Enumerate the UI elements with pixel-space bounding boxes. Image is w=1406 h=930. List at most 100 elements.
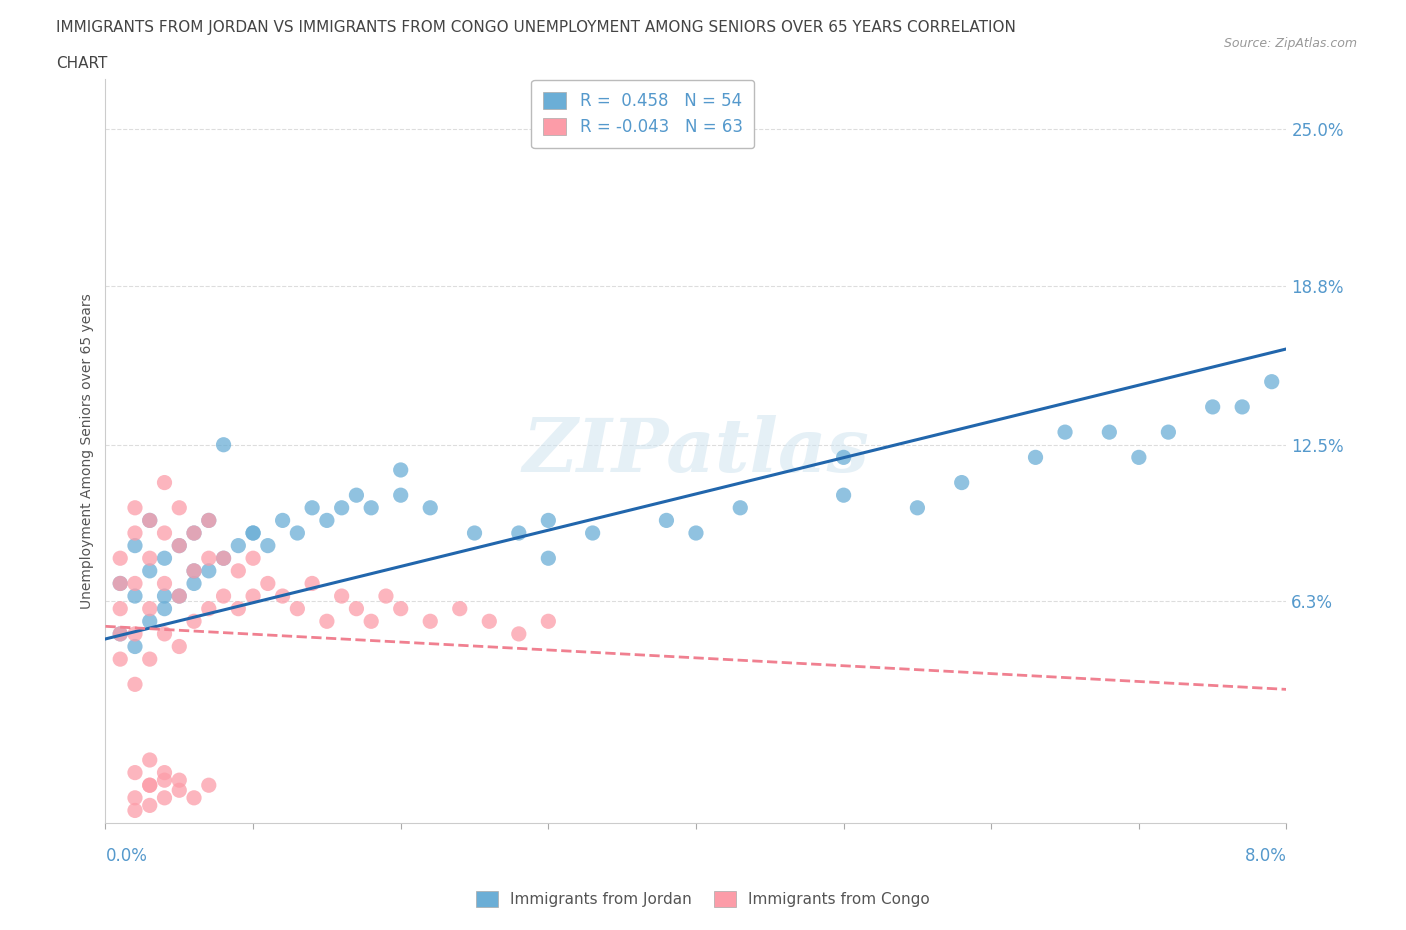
Point [508, 627, 530, 642]
Text: 0.0%: 0.0% [105, 847, 148, 865]
Point [138, 564, 162, 578]
Point [124, 576, 146, 591]
Point [153, 551, 176, 565]
Legend: R =  0.458   N = 54, R = -0.043   N = 63: R = 0.458 N = 54, R = -0.043 N = 63 [531, 80, 755, 148]
Point [212, 551, 235, 565]
Point [344, 601, 367, 616]
Point [287, 525, 309, 540]
Point [330, 589, 353, 604]
Point [226, 601, 250, 616]
Point [950, 475, 973, 490]
Point [537, 551, 560, 565]
Point [110, 627, 132, 642]
Point [226, 564, 250, 578]
Point [1054, 425, 1077, 440]
Point [183, 614, 205, 629]
Point [138, 798, 162, 813]
Point [1230, 400, 1253, 415]
Point [169, 500, 191, 515]
Point [389, 462, 412, 477]
Point [169, 538, 191, 553]
Point [360, 500, 382, 515]
Point [138, 551, 162, 565]
Point [242, 525, 264, 540]
Point [153, 589, 176, 604]
Point [197, 513, 219, 528]
Point [360, 614, 382, 629]
Point [124, 500, 146, 515]
Point [124, 639, 146, 654]
Text: CHART: CHART [56, 56, 108, 71]
Point [1024, 450, 1046, 465]
Point [183, 525, 205, 540]
Point [124, 627, 146, 642]
Point [110, 576, 132, 591]
Point [389, 487, 412, 502]
Point [124, 765, 146, 780]
Point [197, 513, 219, 528]
Text: 8.0%: 8.0% [1244, 847, 1286, 865]
Point [301, 576, 323, 591]
Point [110, 627, 132, 642]
Point [110, 652, 132, 667]
Point [449, 601, 471, 616]
Point [169, 783, 191, 798]
Point [287, 601, 309, 616]
Point [905, 500, 928, 515]
Point [110, 601, 132, 616]
Point [153, 765, 176, 780]
Point [153, 790, 176, 805]
Point [153, 525, 176, 540]
Point [153, 576, 176, 591]
Text: Source: ZipAtlas.com: Source: ZipAtlas.com [1223, 37, 1357, 50]
Point [271, 513, 294, 528]
Point [124, 677, 146, 692]
Point [1098, 425, 1121, 440]
Point [124, 803, 146, 817]
Point [1201, 400, 1223, 415]
Point [315, 513, 337, 528]
Point [153, 475, 176, 490]
Point [183, 576, 205, 591]
Point [581, 525, 603, 540]
Point [537, 513, 560, 528]
Point [138, 614, 162, 629]
Point [197, 777, 219, 792]
Point [124, 538, 146, 553]
Point [169, 589, 191, 604]
Point [212, 437, 235, 452]
Point [419, 500, 441, 515]
Point [197, 551, 219, 565]
Point [212, 589, 235, 604]
Point [124, 525, 146, 540]
Point [242, 551, 264, 565]
Point [1157, 425, 1180, 440]
Point [138, 652, 162, 667]
Point [832, 487, 855, 502]
Point [301, 500, 323, 515]
Point [169, 639, 191, 654]
Point [537, 614, 560, 629]
Point [153, 627, 176, 642]
Point [183, 790, 205, 805]
Point [183, 525, 205, 540]
Point [832, 450, 855, 465]
Text: ZIPatlas: ZIPatlas [523, 415, 869, 487]
Point [124, 790, 146, 805]
Point [138, 513, 162, 528]
Point [685, 525, 707, 540]
Point [169, 773, 191, 788]
Point [169, 589, 191, 604]
Point [212, 551, 235, 565]
Point [138, 777, 162, 792]
Point [242, 525, 264, 540]
Point [138, 513, 162, 528]
Point [110, 551, 132, 565]
Y-axis label: Unemployment Among Seniors over 65 years: Unemployment Among Seniors over 65 years [80, 293, 94, 609]
Point [183, 564, 205, 578]
Point [271, 589, 294, 604]
Point [124, 589, 146, 604]
Text: IMMIGRANTS FROM JORDAN VS IMMIGRANTS FROM CONGO UNEMPLOYMENT AMONG SENIORS OVER : IMMIGRANTS FROM JORDAN VS IMMIGRANTS FRO… [56, 20, 1017, 35]
Point [226, 538, 250, 553]
Point [1260, 374, 1282, 389]
